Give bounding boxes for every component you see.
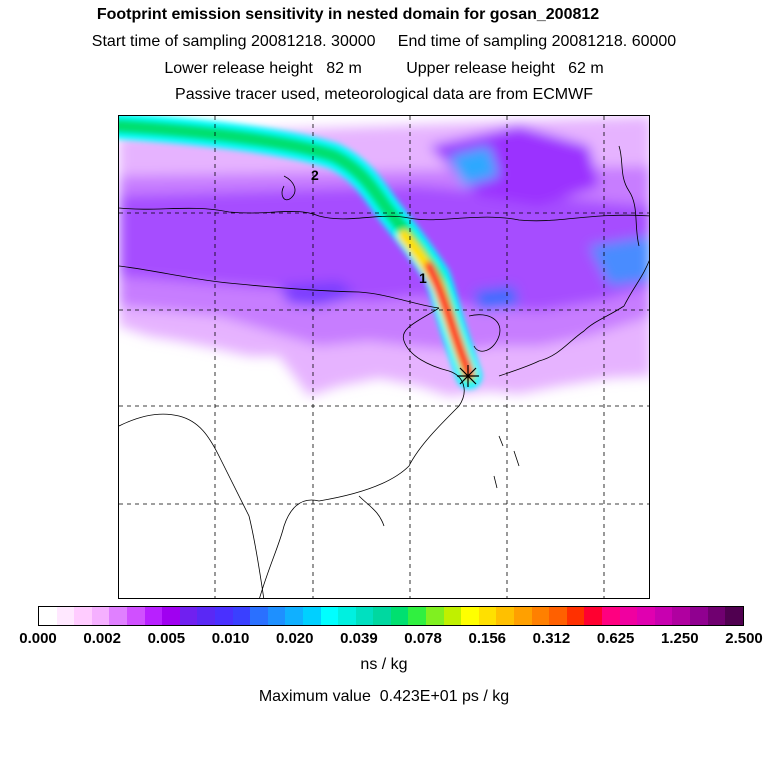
colorbar-swatch: [461, 607, 479, 625]
colorbar-swatch: [162, 607, 180, 625]
colorbar-swatch: [637, 607, 655, 625]
colorbar-tick-label: 2.500: [725, 630, 763, 647]
colorbar-tick-label: 0.005: [147, 630, 186, 647]
receptor-star-marker: [457, 365, 479, 387]
colorbar-swatch: [285, 607, 303, 625]
colorbar-tick-label: 0.625: [596, 630, 635, 647]
colorbar-swatch: [373, 607, 391, 625]
colorbar-swatch: [566, 607, 585, 625]
colorbar-swatch: [426, 607, 444, 625]
sensitivity-field: [119, 116, 649, 396]
colorbar-swatch: [707, 607, 726, 625]
plot-title: Footprint emission sensitivity in nested…: [96, 6, 600, 23]
colorbar-swatch: [689, 607, 708, 625]
colorbar-tick-label: 0.010: [211, 630, 250, 647]
colorbar-swatch: [514, 607, 532, 625]
colorbar-tick-label: 0.000: [19, 630, 57, 647]
coastlines: [119, 145, 649, 598]
footprint-map: 2 1: [118, 115, 650, 599]
colorbar-swatch: [531, 607, 550, 625]
release-height-line: Lower release height 82 m Upper release …: [164, 60, 604, 77]
colorbar-swatch: [602, 607, 620, 625]
colorbar-swatch: [56, 607, 75, 625]
colorbar-swatch: [654, 607, 673, 625]
colorbar-swatch: [232, 607, 251, 625]
colorbar-swatch: [250, 607, 268, 625]
colorbar-swatch: [320, 607, 339, 625]
sampling-time-line: Start time of sampling 20081218. 30000 E…: [91, 33, 677, 50]
maximum-value-label: Maximum value 0.423E+01 ps / kg: [258, 688, 510, 705]
colorbar-tick-label: 0.039: [340, 630, 378, 647]
graticule: [119, 116, 649, 598]
colorbar-swatch: [390, 607, 409, 625]
colorbar-swatch: [74, 607, 92, 625]
colorbar-swatch: [144, 607, 163, 625]
plume-label-1: 1: [419, 270, 427, 286]
colorbar-tick-label: 0.156: [468, 630, 507, 647]
tracer-info-line: Passive tracer used, meteorological data…: [175, 86, 593, 103]
colorbar-swatch: [338, 607, 356, 625]
colorbar-tick-label: 0.078: [404, 630, 442, 647]
colorbar-tick-label: 0.020: [275, 630, 314, 647]
colorbar-swatch: [126, 607, 145, 625]
colorbar-swatch: [549, 607, 567, 625]
colorbar-swatch: [302, 607, 321, 625]
colorbar-swatch: [478, 607, 497, 625]
colorbar-swatch: [619, 607, 638, 625]
colorbar-swatch: [408, 607, 427, 625]
colorbar-tick-label: 0.002: [83, 630, 121, 647]
colorbar-swatch: [672, 607, 690, 625]
colorbar-swatch: [443, 607, 462, 625]
plume: [119, 116, 482, 389]
colorbar-swatch: [267, 607, 286, 625]
colorbar-swatch: [91, 607, 110, 625]
colorbar: [38, 606, 744, 626]
colorbar-swatch: [197, 607, 215, 625]
colorbar-tick-label: 1.250: [661, 630, 699, 647]
colorbar-swatch: [39, 607, 57, 625]
colorbar-swatch: [179, 607, 198, 625]
map-canvas: 2 1: [119, 116, 649, 598]
colorbar-swatch: [725, 607, 743, 625]
colorbar-swatch: [355, 607, 374, 625]
plume-label-2: 2: [311, 167, 319, 183]
colorbar-swatch: [109, 607, 127, 625]
colorbar-tick-label: 0.312: [532, 630, 571, 647]
colorbar-swatch: [584, 607, 602, 625]
colorbar-unit: ns / kg: [360, 656, 408, 673]
colorbar-swatch: [496, 607, 515, 625]
colorbar-swatch: [214, 607, 233, 625]
colorbar-tick-labels: 0.000 0.002 0.005 0.010 0.020 0.039 0.078 0.156…: [0, 630, 768, 650]
